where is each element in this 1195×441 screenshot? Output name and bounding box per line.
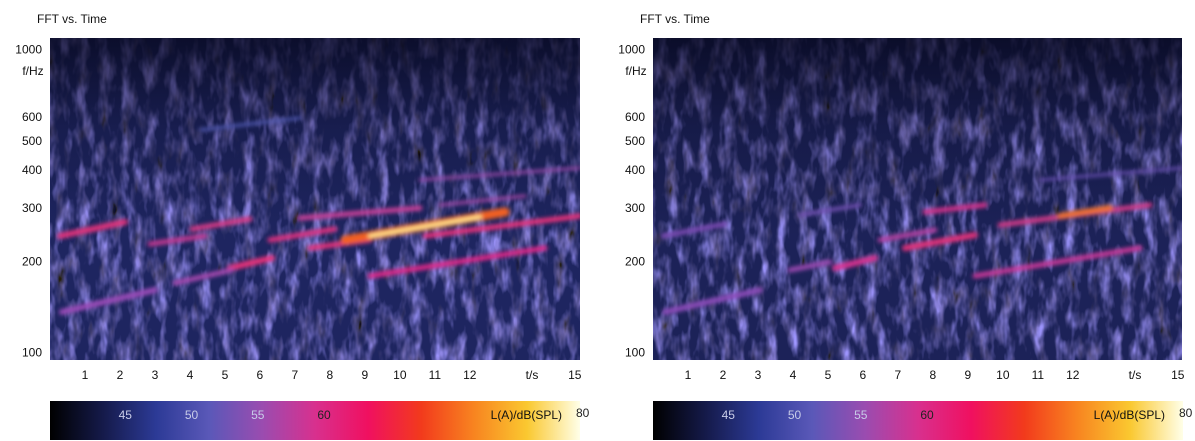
y-tick-label: 400: [22, 163, 42, 177]
x-tick-label: 7: [895, 368, 902, 382]
y-tick-label: 300: [22, 201, 42, 215]
x-tick-label: 1: [82, 368, 89, 382]
y-tick-label: 600: [625, 110, 645, 124]
colorbar-tick-label: 50: [185, 408, 199, 422]
chart-title: FFT vs. Time: [37, 12, 107, 26]
y-tick-label: 1000: [15, 43, 42, 57]
x-axis-label: t/s: [1129, 368, 1142, 382]
x-tick-label: 11: [429, 368, 442, 382]
x-tick-label: 2: [117, 368, 124, 382]
y-axis-label: f/Hz: [625, 64, 646, 78]
x-tick-label: 8: [327, 368, 334, 382]
y-tick-label: 500: [625, 134, 645, 148]
x-tick-label: 15: [1171, 368, 1185, 382]
y-tick-label: 1000: [618, 43, 645, 57]
y-tick-label: 300: [625, 201, 645, 215]
x-axis-label: t/s: [526, 368, 539, 382]
colorbar-tick-label: 60: [920, 408, 934, 422]
x-tick-label: 4: [187, 368, 194, 382]
x-tick-label: 2: [720, 368, 727, 382]
x-tick-label: 10: [393, 368, 407, 382]
y-tick-label: 500: [22, 134, 42, 148]
colorbar-tick-label: 80: [576, 406, 590, 420]
spectrogram-panel: FFT vs. Time f/Hz t/s 100 200 300 400 500 600 100…: [15, 12, 590, 440]
x-tick-label: 1: [685, 368, 692, 382]
colorbar-tick-label: 45: [722, 408, 736, 422]
colorbar-tick-label: 80: [1179, 406, 1193, 420]
x-tick-label: 3: [152, 368, 159, 382]
colorbar-label: L(A)/dB(SPL): [1094, 408, 1165, 422]
chart-title: FFT vs. Time: [640, 12, 710, 26]
colorbar-tick-label: 55: [251, 408, 265, 422]
colorbar-tick-label: 55: [854, 408, 868, 422]
x-tick-label: 5: [222, 368, 229, 382]
x-tick-label: 11: [1032, 368, 1045, 382]
x-tick-label: 12: [1066, 368, 1080, 382]
spectrogram-image: [50, 38, 580, 360]
spectrogram-image: [653, 38, 1182, 360]
x-tick-label: 6: [860, 368, 867, 382]
colorbar-label: L(A)/dB(SPL): [491, 408, 562, 422]
spectrogram-panel: FFT vs. Time f/Hz t/s 100 200 300 400 500 600 100…: [618, 12, 1193, 440]
x-tick-label: 3: [755, 368, 762, 382]
y-tick-label: 600: [22, 110, 42, 124]
x-tick-label: 9: [362, 368, 369, 382]
x-tick-label: 15: [568, 368, 582, 382]
x-tick-label: 4: [790, 368, 797, 382]
colorbar-tick-label: 60: [317, 408, 331, 422]
y-tick-label: 100: [625, 345, 645, 359]
y-tick-label: 400: [625, 163, 645, 177]
y-tick-label: 100: [22, 345, 42, 359]
colorbar-tick-label: 50: [788, 408, 802, 422]
colorbar: [50, 401, 580, 440]
y-tick-label: 200: [22, 254, 42, 268]
colorbar-tick-label: 45: [119, 408, 133, 422]
x-tick-label: 9: [965, 368, 972, 382]
x-tick-label: 5: [825, 368, 832, 382]
x-tick-label: 7: [292, 368, 299, 382]
y-axis-label: f/Hz: [22, 64, 43, 78]
x-tick-label: 12: [463, 368, 477, 382]
y-tick-label: 200: [625, 254, 645, 268]
x-tick-label: 10: [996, 368, 1010, 382]
colorbar: [653, 401, 1183, 440]
panels: FFT vs. Time f/Hz t/s 100 200 300 400 500 600 100…: [15, 12, 1193, 440]
x-tick-label: 8: [930, 368, 937, 382]
x-tick-label: 6: [257, 368, 264, 382]
